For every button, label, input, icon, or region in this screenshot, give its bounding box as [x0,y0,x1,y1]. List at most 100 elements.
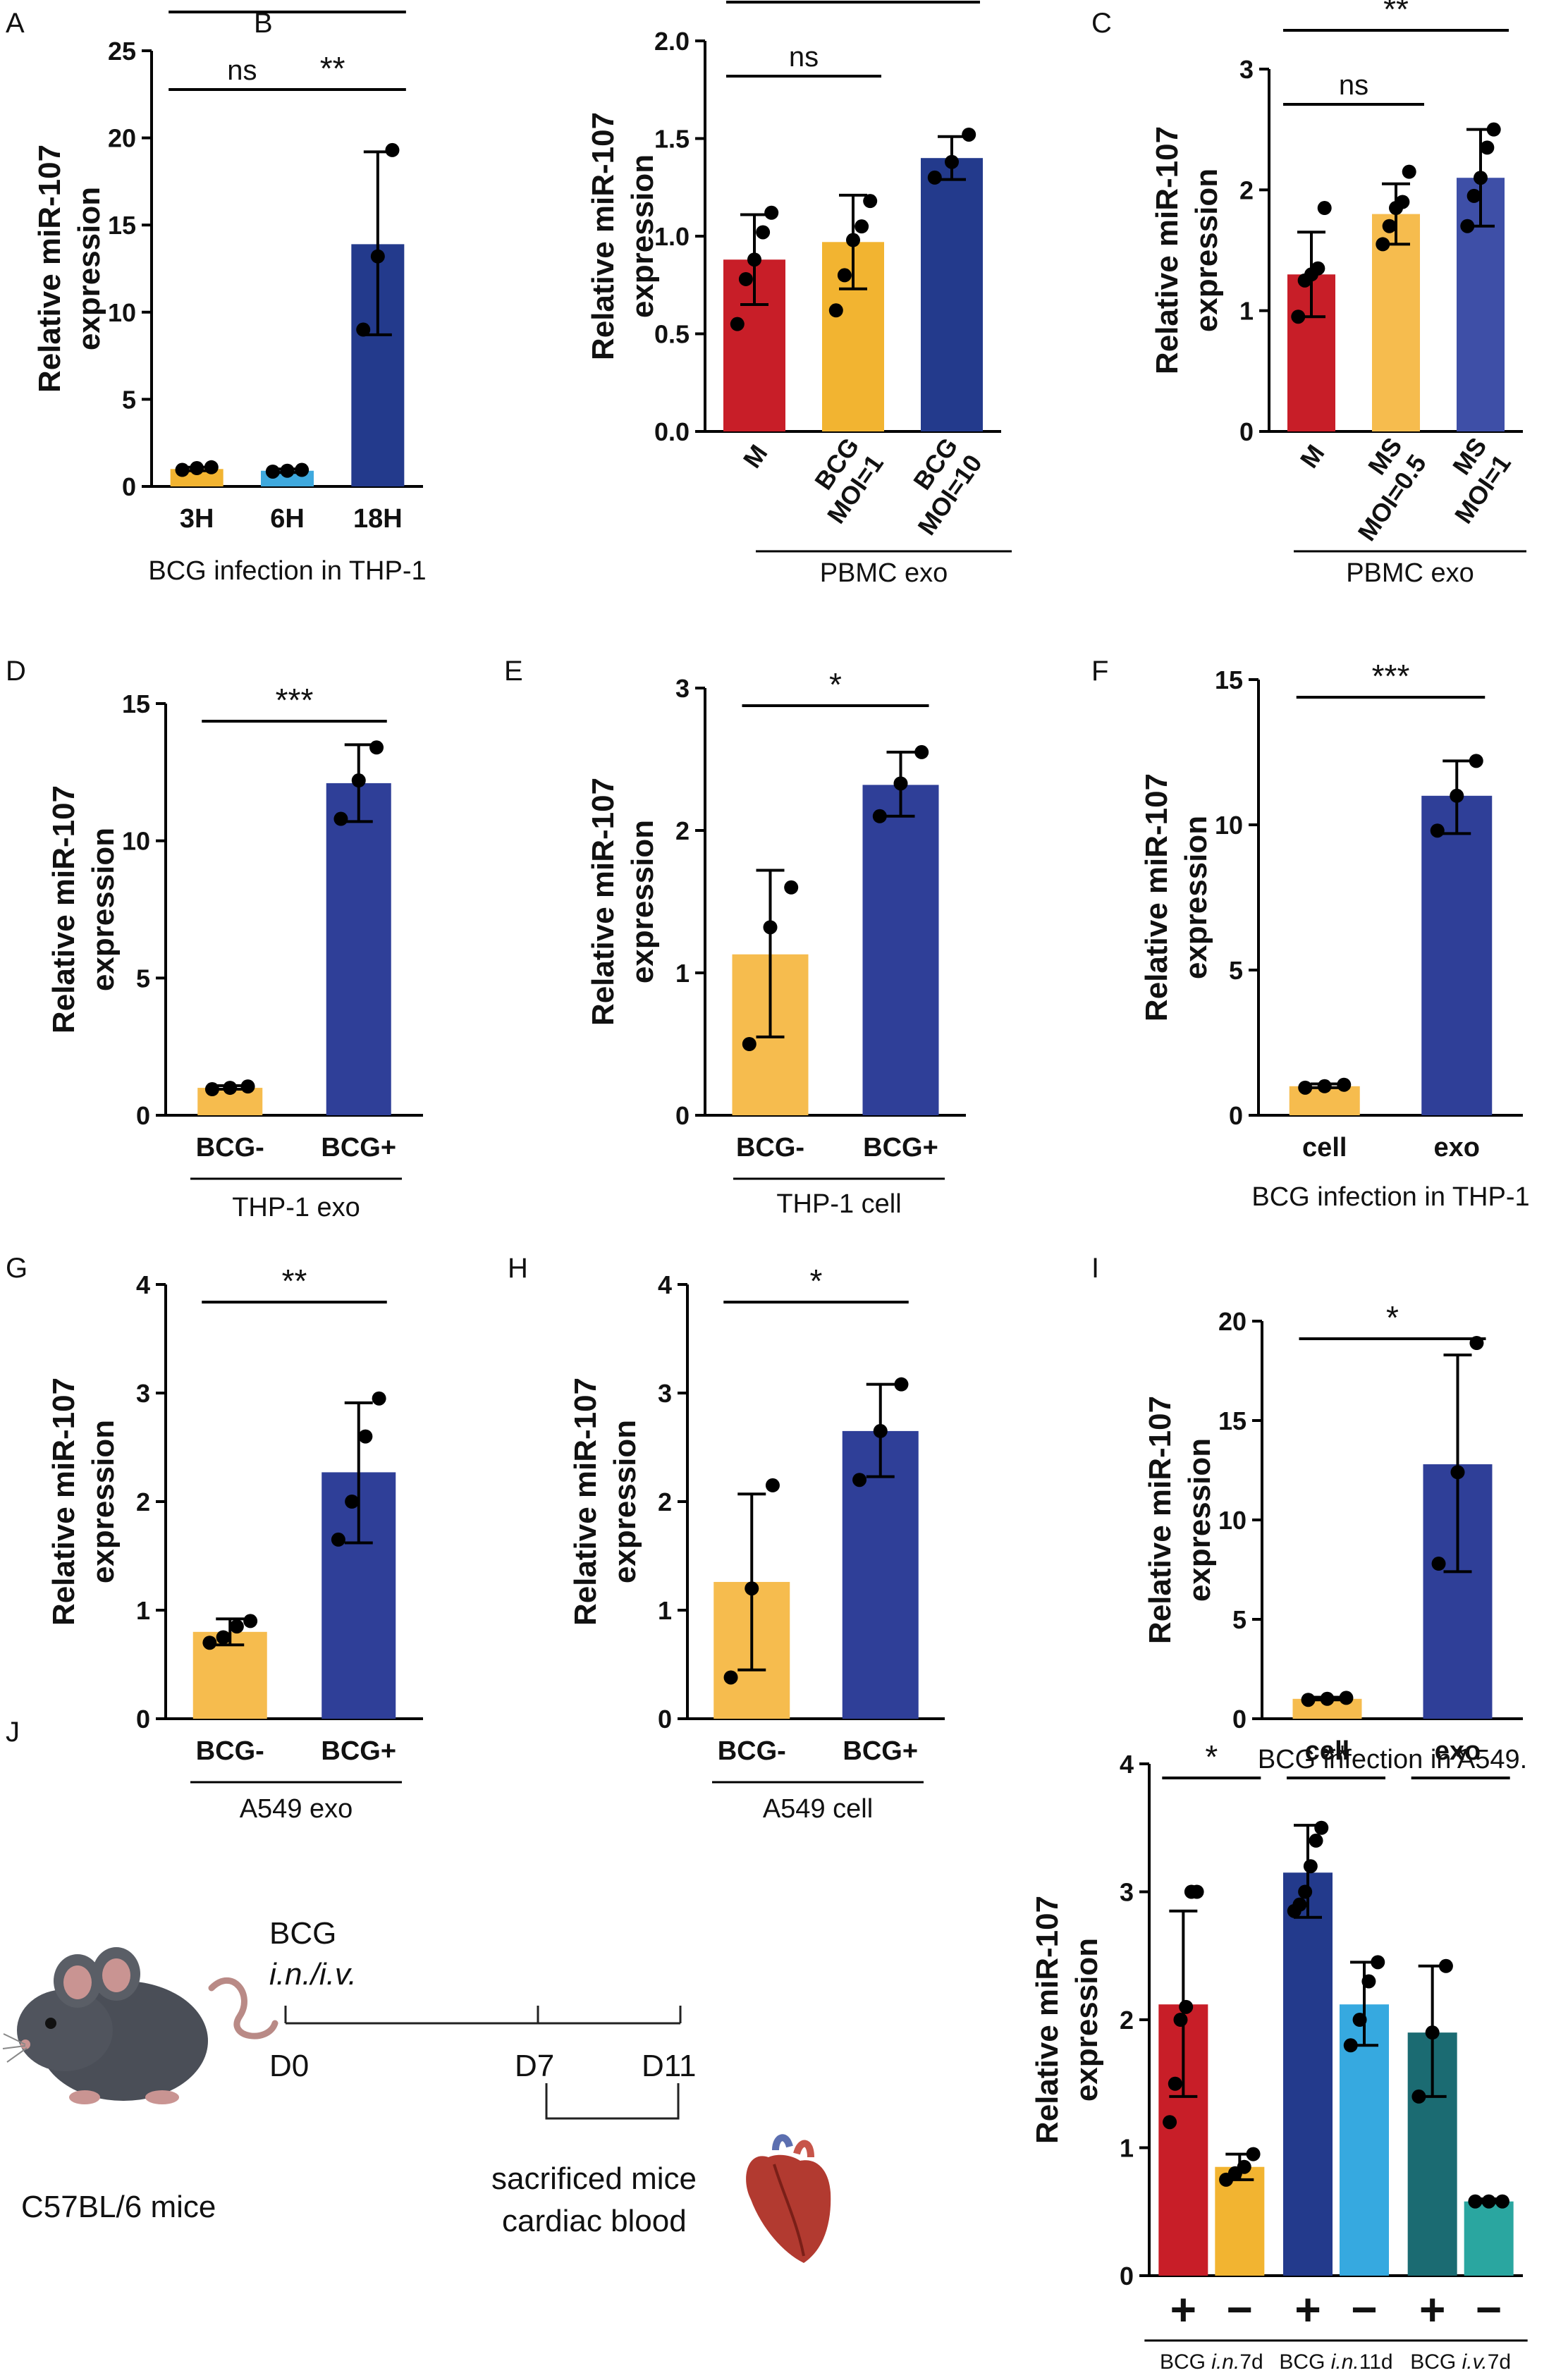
panel-j-illustration: J C57BL/6 mice BCG i.n./i.v. [2,1717,831,2263]
y-axis-label-line: expression [625,820,660,983]
route-label: i.n./i.v. [269,1957,357,1992]
y-tick-label: 10 [1215,811,1243,840]
y-axis-label: Relative miR-107 expression [47,1378,121,1626]
heart-icon [746,2134,831,2263]
data-point [345,1495,360,1509]
group-label-route: i.v. [1462,2350,1488,2374]
group-label-route: i.n. [1211,2350,1239,2374]
significance-label: ** [275,0,300,9]
y-tick-label: 20 [1218,1307,1247,1336]
significance-label: ** [1323,1738,1349,1775]
panel-label-j: J [6,1717,20,1748]
timeline-d11: D11 [642,2049,696,2083]
panel-label-a: A [6,8,25,39]
y-axis-label-line: expression [1070,1938,1104,2102]
y-axis-label-line: Relative miR-107 [1143,1396,1177,1644]
x-axis-label: BCG infection in A549. [1258,1745,1527,1774]
bar-2 [921,158,983,431]
data-point [730,317,745,331]
data-point [333,811,348,826]
y-axis-label-line: expression [86,1420,121,1583]
data-point [1246,2147,1261,2161]
data-point [863,194,878,209]
data-point [1468,2194,1483,2209]
group-label: BCG i.n.11d [1279,2350,1392,2374]
y-tick-label: 1 [658,1596,672,1625]
panel-label-c: C [1091,8,1112,39]
data-point [243,1614,258,1628]
chart-i: I Relative miR-107 expression 0 5 10 15 20 cell e… [1091,1253,1527,1774]
data-point [1402,164,1416,179]
data-point [1481,2194,1496,2209]
data-point [1425,2025,1440,2040]
y-axis-label-line: expression [608,1420,642,1583]
chart-h: H Relative miR-107 expression 0 1 2 3 4 BCG- BCG+… [508,1253,945,1824]
y-axis-label-line: Relative miR-107 [1139,773,1174,1022]
y-tick-label: 4 [1120,1750,1134,1779]
significance-label: ** [1383,0,1409,27]
data-point [1343,2038,1358,2053]
data-point [229,1619,244,1634]
y-tick-label: 1 [1239,297,1254,326]
data-point [1163,2115,1177,2130]
data-point [216,1630,231,1645]
y-tick-label: 0.0 [654,417,690,446]
data-point [385,142,400,157]
category-label: BCG+ [321,1736,396,1766]
y-tick-label: 3 [1239,55,1254,84]
data-point [202,1636,217,1650]
y-tick-label: 3 [658,1379,672,1408]
category-label: 6H [270,504,305,534]
data-point [1309,1833,1323,1848]
category-label: BCG- [736,1133,804,1163]
y-tick-label: 4 [136,1270,150,1299]
category-label: + [1170,2284,1196,2335]
y-tick-label: 2 [658,1488,672,1516]
x-axis-label: THP-1 exo [232,1193,360,1222]
data-point [280,463,295,478]
significance-label: ns [227,55,257,86]
data-point [1376,237,1390,252]
y-axis-label-line: expression [1179,816,1213,979]
timeline-d7: D7 [515,2049,554,2083]
significance-label: * [1205,1738,1218,1775]
y-axis-label-line: Relative miR-107 [568,1378,603,1626]
data-point [1495,2194,1509,2209]
data-point [190,461,204,476]
data-point [1168,2076,1182,2091]
data-point [852,1473,867,1488]
data-point [240,1079,255,1094]
y-tick-label: 4 [658,1270,672,1299]
data-point [1320,1691,1335,1706]
category-label: BCGMOI=10 [888,432,988,540]
data-point [846,233,860,247]
bcg-label: BCG [269,1916,336,1951]
data-point [351,773,366,788]
category-label: BCG- [718,1736,786,1766]
y-axis-label: Relative miR-107 expression [1030,1896,1104,2144]
data-point [1301,1693,1316,1707]
y-axis-label-line: Relative miR-107 [47,1378,81,1626]
y-tick-label: 2 [1120,2006,1134,2035]
y-axis-label: Relative miR-107 expression [47,785,121,1033]
panel-label-d: D [6,656,26,687]
significance-label: * [810,1263,823,1299]
category-label: + [1419,2284,1445,2335]
bar-2 [1283,1872,1333,2276]
significance-label: * [829,666,842,703]
y-tick-label: 1 [675,959,690,988]
x-axis-label: A549 cell [763,1794,873,1824]
data-point [372,1391,386,1406]
y-tick-label: 15 [108,211,136,240]
y-tick-label: 15 [1215,665,1243,694]
data-point [1337,1077,1352,1092]
data-point [1450,788,1464,803]
data-point [894,1377,909,1392]
data-point [1352,2013,1367,2027]
panel-label-h: H [508,1253,528,1284]
data-point [295,462,310,477]
data-point [742,1037,757,1051]
